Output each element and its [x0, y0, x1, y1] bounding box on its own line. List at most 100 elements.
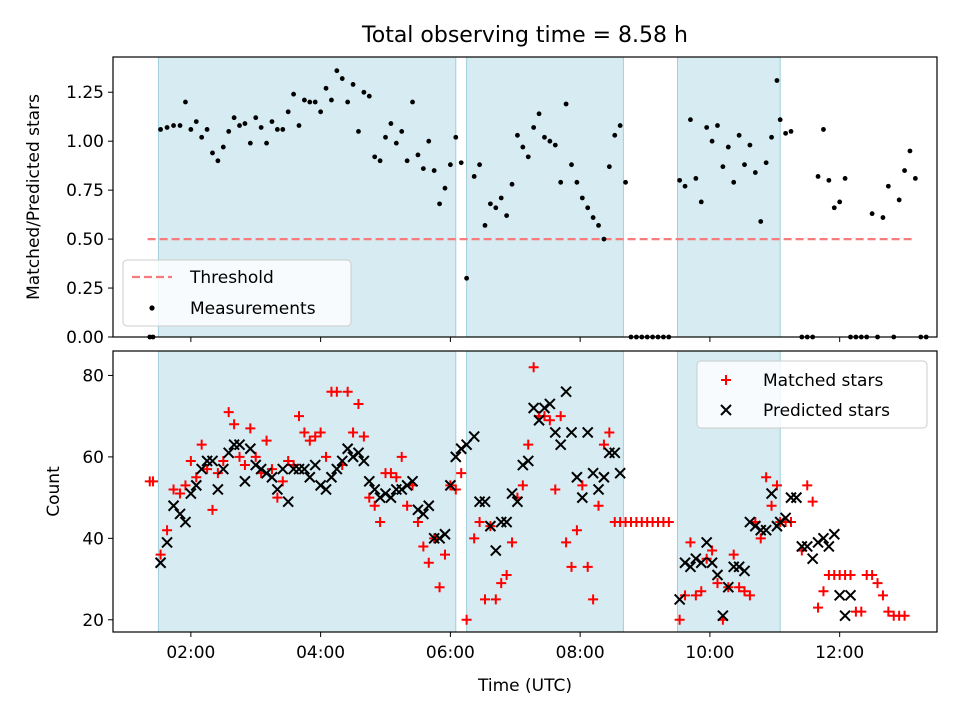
predicted-point: [544, 398, 556, 410]
data-point: [747, 142, 753, 148]
data-point: [302, 97, 307, 103]
data-point: [356, 129, 361, 134]
predicted-point: [833, 589, 846, 602]
matched-point: [734, 582, 745, 593]
matched-point: [148, 476, 159, 487]
matched-point: [456, 468, 467, 479]
axes-frame: [112, 350, 938, 633]
matched-point: [555, 411, 566, 422]
data-point: [783, 130, 789, 136]
legend-predicted-label: Predicted stars: [763, 401, 890, 421]
matched-point: [479, 594, 490, 605]
matched-point: [566, 561, 577, 572]
predicted-point: [233, 438, 246, 451]
matched-point: [168, 484, 179, 495]
matched-point: [845, 569, 856, 580]
predicted-point: [571, 471, 583, 483]
data-point: [531, 125, 537, 130]
predicted-point: [167, 500, 180, 512]
data-point: [837, 199, 843, 205]
data-point: [777, 117, 783, 123]
matched-point: [277, 476, 288, 487]
matched-point: [364, 492, 375, 503]
legend-threshold-label: Threshold: [189, 268, 274, 288]
matched-point: [523, 439, 534, 450]
data-point: [542, 134, 547, 140]
matched-point: [802, 480, 813, 491]
data-point: [569, 162, 574, 168]
predicted-point: [423, 500, 435, 512]
data-point: [318, 109, 324, 115]
figure-title: Total observing time = 8.58 h: [361, 23, 688, 48]
predicted-point: [320, 483, 332, 496]
data-point: [226, 129, 232, 134]
predicted-point: [385, 491, 397, 504]
predicted-point: [179, 516, 192, 528]
matched-point: [315, 427, 326, 438]
data-point: [736, 132, 742, 138]
predicted-point: [844, 589, 857, 602]
matched-point: [712, 578, 723, 589]
matched-point: [507, 537, 518, 548]
predicted-point: [576, 491, 589, 504]
data-point: [242, 121, 248, 126]
predicted-point: [592, 483, 605, 496]
predicted-point: [828, 528, 840, 540]
predicted-point: [560, 386, 572, 398]
matched-point: [196, 439, 207, 450]
data-point: [404, 158, 410, 164]
data-point: [393, 140, 399, 146]
predicted-point: [598, 471, 610, 483]
predicted-point: [673, 593, 686, 606]
data-point: [698, 199, 704, 205]
matched-point: [175, 488, 186, 499]
data-point: [815, 174, 821, 179]
matched-point: [744, 590, 755, 601]
y-axis-label: Matched/Predicted stars: [24, 94, 44, 300]
matched-point: [469, 533, 480, 544]
data-point: [601, 236, 607, 242]
legend-box: [696, 360, 928, 429]
predicted-point: [801, 540, 813, 553]
data-point: [769, 134, 774, 140]
data-point: [471, 174, 477, 179]
predicted-point: [266, 471, 278, 483]
matched-point: [162, 525, 173, 536]
predicted-point: [500, 516, 513, 528]
matched-point: [550, 484, 561, 495]
data-point: [437, 201, 442, 207]
data-point: [536, 111, 542, 117]
data-point: [742, 162, 747, 168]
matched-point: [180, 480, 191, 491]
data-point: [623, 179, 628, 185]
matched-point: [739, 586, 750, 597]
predicted-point: [479, 495, 491, 508]
matched-point: [872, 578, 883, 589]
data-point: [826, 177, 832, 183]
predicted-point: [760, 524, 772, 536]
matched-point: [223, 407, 234, 418]
data-point: [558, 179, 564, 185]
y-tick-label: 1.25: [66, 83, 104, 103]
predicted-point: [406, 475, 419, 488]
matched-point: [588, 594, 599, 605]
data-point: [574, 179, 580, 185]
data-point: [383, 134, 388, 140]
predicted-point: [161, 536, 173, 549]
data-point: [274, 127, 280, 132]
data-point: [220, 144, 226, 150]
predicted-point: [190, 479, 202, 492]
y-tick-label: 20: [82, 611, 104, 631]
predicted-point: [738, 565, 751, 577]
data-point: [415, 152, 421, 158]
matched-point: [528, 362, 539, 373]
data-point: [158, 127, 163, 132]
x-tick-label: 04:00: [296, 643, 345, 663]
legend-predicted-swatch: [720, 404, 732, 416]
matched-point: [202, 464, 213, 475]
predicted-point: [341, 443, 354, 455]
predicted-point: [614, 467, 626, 479]
data-point: [902, 168, 907, 173]
data-point: [291, 91, 296, 97]
data-point: [188, 127, 194, 132]
